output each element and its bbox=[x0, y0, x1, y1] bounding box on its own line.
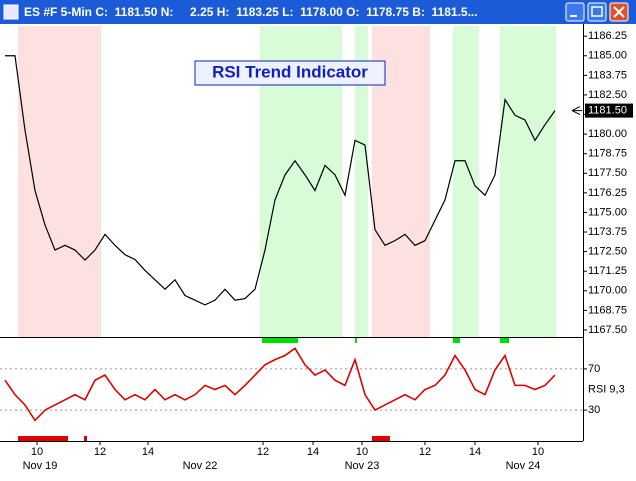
y-tick-label: 70 bbox=[588, 363, 600, 375]
series-line bbox=[5, 55, 556, 306]
indicator-title-box: RSI Trend Indicator bbox=[194, 60, 386, 86]
maximize-button[interactable] bbox=[587, 2, 607, 22]
x-tick-label: 10 bbox=[31, 446, 43, 458]
signal-marker bbox=[262, 338, 298, 343]
last-value-arrow bbox=[571, 106, 582, 116]
trend-band bbox=[18, 26, 101, 337]
last-value-label: 1181.50 bbox=[588, 105, 627, 117]
title-bar bbox=[0, 0, 636, 24]
date-label: Nov 23 bbox=[345, 460, 380, 472]
x-tick-label: 14 bbox=[142, 446, 154, 458]
y-tick-label: 1185.00 bbox=[588, 50, 627, 62]
signal-marker bbox=[18, 436, 68, 441]
window-title: ES #F 5-Min C: 1181.50 N: 2.25 H: 1183.2… bbox=[24, 5, 478, 19]
chart-title: RSI Trend Indicator bbox=[212, 62, 368, 81]
series-line bbox=[4, 347, 556, 422]
y-tick-label: 1182.50 bbox=[588, 89, 627, 101]
title-box bbox=[194, 60, 386, 86]
app-icon bbox=[3, 4, 19, 20]
date-label: Nov 22 bbox=[183, 460, 218, 472]
y-tick-label: 1176.25 bbox=[588, 187, 627, 199]
y-tick-label: 1186.25 bbox=[588, 30, 627, 42]
date-label: Nov 24 bbox=[506, 460, 541, 472]
y-tick-label: 1170.00 bbox=[588, 285, 627, 297]
date-label: Nov 19 bbox=[23, 460, 58, 472]
y-tick-label: 1167.50 bbox=[588, 324, 627, 336]
y-tick-label: 30 bbox=[588, 404, 600, 416]
signal-marker bbox=[500, 338, 509, 343]
y-tick-label: 1171.25 bbox=[588, 265, 627, 277]
y-tick-label: 1180.00 bbox=[588, 128, 627, 140]
y-tick-label: 1183.75 bbox=[588, 69, 627, 81]
trend-band bbox=[500, 26, 556, 337]
trend-band bbox=[355, 26, 368, 337]
x-tick-label: 12 bbox=[419, 446, 431, 458]
y-tick-label: 1175.00 bbox=[588, 206, 627, 218]
y-tick-label: 1172.50 bbox=[588, 246, 627, 258]
x-tick-label: 12 bbox=[94, 446, 106, 458]
x-tick-label: 10 bbox=[356, 446, 368, 458]
close-button[interactable] bbox=[609, 2, 629, 22]
series-name: RSI 9,3 bbox=[588, 383, 625, 395]
signal-marker bbox=[355, 338, 357, 343]
signal-marker bbox=[453, 338, 460, 343]
y-tick-label: 1177.50 bbox=[588, 167, 627, 179]
trend-band bbox=[453, 26, 479, 337]
last-value-box bbox=[585, 103, 633, 118]
x-tick-label: 14 bbox=[307, 446, 319, 458]
x-tick-label: 10 bbox=[532, 446, 544, 458]
signal-marker bbox=[84, 436, 87, 441]
y-tick-label: 1168.75 bbox=[588, 304, 627, 316]
signal-marker bbox=[372, 436, 390, 441]
y-tick-label: 1178.75 bbox=[588, 148, 627, 160]
x-tick-label: 12 bbox=[257, 446, 269, 458]
minimize-button[interactable] bbox=[565, 2, 585, 22]
y-tick-label: 1173.75 bbox=[588, 226, 627, 238]
x-tick-label: 14 bbox=[469, 446, 481, 458]
